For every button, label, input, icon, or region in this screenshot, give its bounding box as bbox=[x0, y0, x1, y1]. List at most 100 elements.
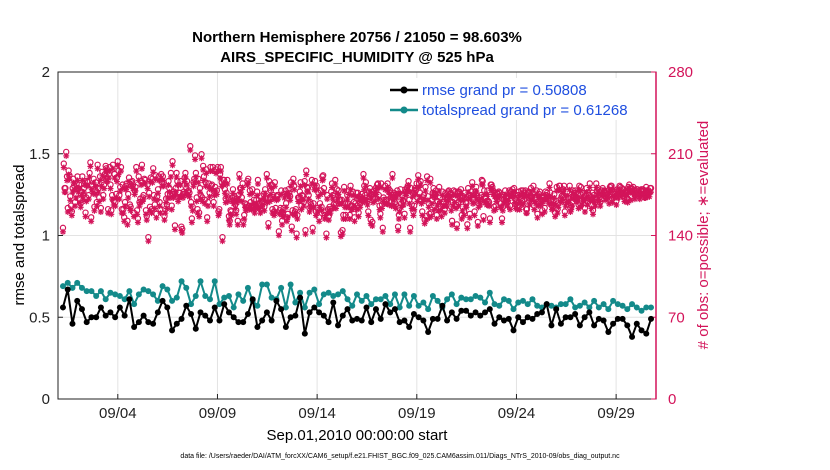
obs-evaluated-marker bbox=[400, 201, 407, 208]
asterisk-stroke bbox=[87, 163, 93, 170]
totalspread-point bbox=[164, 286, 171, 293]
x-axis-label: Sep.01,2010 00:00:00 start bbox=[267, 427, 449, 444]
asterisk-stroke bbox=[239, 198, 245, 205]
right-tick-label: 210 bbox=[668, 146, 693, 163]
obs-evaluated-marker bbox=[314, 208, 321, 215]
rmse-point bbox=[335, 322, 342, 329]
totalspread-point bbox=[458, 294, 465, 301]
rmse-point bbox=[434, 315, 441, 322]
asterisk-stroke bbox=[376, 196, 382, 202]
y-axis-label-right: # of obs: o=possible; ∗=evaluated bbox=[695, 121, 712, 350]
rmse-point bbox=[169, 327, 176, 334]
rmse-point bbox=[553, 306, 560, 313]
asterisk-stroke bbox=[61, 164, 67, 171]
asterisk-stroke bbox=[78, 204, 84, 210]
asterisk-stroke bbox=[357, 204, 363, 210]
asterisk-stroke bbox=[72, 203, 78, 209]
rmse-point bbox=[216, 317, 223, 324]
totalspread-point bbox=[93, 292, 100, 299]
totalspread-point bbox=[591, 297, 598, 304]
rmse-point bbox=[112, 314, 119, 321]
obs-evaluated-marker bbox=[179, 229, 186, 236]
asterisk-stroke bbox=[316, 218, 322, 224]
rmse-point bbox=[391, 306, 398, 313]
totalspread-point bbox=[586, 304, 593, 311]
asterisk-stroke bbox=[63, 153, 69, 159]
obs-evaluated-marker bbox=[364, 201, 371, 208]
asterisk-stroke bbox=[173, 174, 180, 180]
rmse-point bbox=[486, 306, 493, 313]
obs-evaluated-marker bbox=[463, 204, 470, 211]
totalspread-point bbox=[320, 291, 327, 298]
totalspread-point bbox=[548, 302, 555, 309]
asterisk-stroke bbox=[278, 191, 284, 198]
rmse-point bbox=[306, 309, 313, 316]
asterisk-stroke bbox=[181, 193, 187, 199]
asterisk-stroke bbox=[73, 195, 79, 201]
obs-count-series bbox=[59, 142, 655, 245]
asterisk-stroke bbox=[254, 193, 260, 199]
obs-evaluated-marker bbox=[354, 206, 360, 213]
asterisk-stroke bbox=[228, 212, 234, 219]
totalspread-point bbox=[467, 296, 474, 303]
obs-evaluated-marker bbox=[316, 218, 323, 225]
obs-evaluated-marker bbox=[151, 205, 158, 212]
asterisk-stroke bbox=[194, 210, 201, 216]
totalspread-point bbox=[244, 284, 251, 291]
obs-evaluated-marker bbox=[153, 214, 160, 221]
asterisk-stroke bbox=[330, 196, 336, 202]
asterisk-stroke bbox=[293, 235, 300, 241]
obs-evaluated-marker bbox=[149, 179, 156, 186]
asterisk-stroke bbox=[200, 167, 206, 173]
totalspread-point bbox=[131, 301, 138, 308]
asterisk-stroke bbox=[365, 212, 371, 219]
totalspread-point bbox=[306, 289, 313, 296]
obs-evaluated-marker bbox=[427, 179, 434, 186]
asterisk-stroke bbox=[310, 229, 316, 235]
asterisk-stroke bbox=[280, 214, 286, 220]
totalspread-point bbox=[576, 302, 583, 309]
asterisk-stroke bbox=[469, 183, 475, 189]
asterisk-stroke bbox=[214, 191, 220, 198]
asterisk-stroke bbox=[320, 176, 326, 182]
rmse-point bbox=[316, 309, 323, 316]
obs-evaluated-marker bbox=[88, 218, 95, 225]
obs-evaluated-marker bbox=[206, 193, 213, 200]
asterisk-stroke bbox=[554, 210, 561, 216]
asterisk-stroke bbox=[118, 168, 124, 174]
asterisk-stroke bbox=[464, 225, 470, 231]
left-tick-label: 0.5 bbox=[29, 309, 50, 326]
asterisk-stroke bbox=[169, 207, 175, 213]
obs-evaluated-marker bbox=[486, 203, 493, 210]
asterisk-stroke bbox=[115, 171, 122, 178]
asterisk-stroke bbox=[389, 175, 396, 181]
rmse-point bbox=[206, 317, 213, 324]
asterisk-stroke bbox=[360, 175, 367, 181]
rmse-point bbox=[225, 309, 232, 316]
totalspread-point bbox=[410, 292, 417, 299]
totalspread-point bbox=[107, 289, 114, 296]
obs-evaluated-marker bbox=[63, 152, 70, 159]
asterisk-stroke bbox=[203, 170, 209, 177]
rmse-point bbox=[339, 312, 346, 319]
asterisk-stroke bbox=[194, 198, 200, 205]
rmse-point bbox=[439, 302, 446, 309]
asterisk-stroke bbox=[517, 207, 523, 213]
asterisk-stroke bbox=[557, 187, 563, 193]
asterisk-stroke bbox=[239, 184, 246, 191]
asterisk-stroke bbox=[318, 208, 325, 214]
obs-evaluated-marker bbox=[477, 201, 484, 208]
totalspread-point bbox=[401, 291, 408, 298]
obs-evaluated-marker bbox=[333, 205, 340, 212]
asterisk-stroke bbox=[144, 217, 150, 223]
asterisk-stroke bbox=[534, 215, 541, 221]
asterisk-stroke bbox=[499, 219, 505, 226]
obs-evaluated-marker bbox=[293, 234, 300, 241]
asterisk-stroke bbox=[279, 222, 285, 228]
rmse-point bbox=[581, 314, 588, 321]
obs-evaluated-marker bbox=[162, 210, 169, 217]
totalspread-point bbox=[496, 302, 503, 309]
asterisk-stroke bbox=[172, 226, 178, 233]
obs-evaluated-marker bbox=[226, 221, 233, 228]
obs-evaluated-marker bbox=[320, 189, 327, 196]
